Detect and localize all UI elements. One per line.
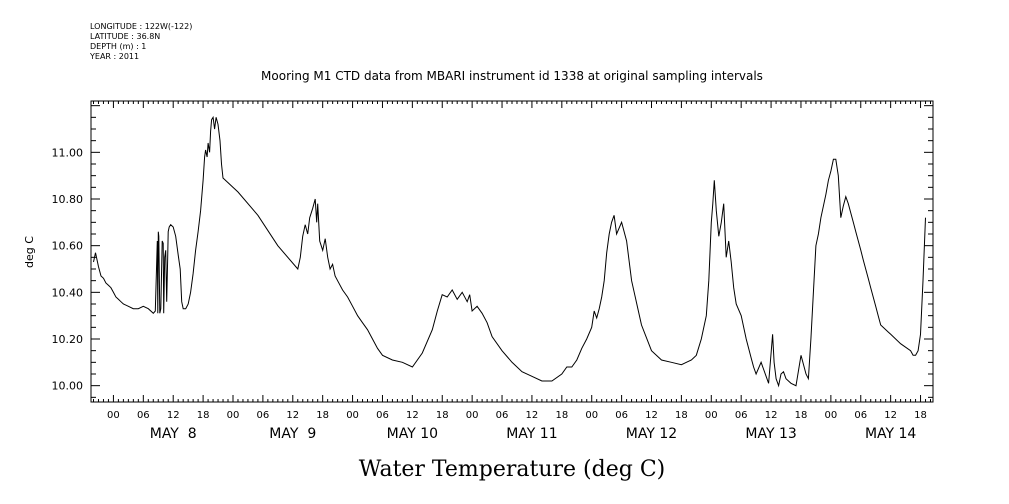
x-tick-label: 06	[137, 410, 150, 421]
x-tick-label: 00	[346, 410, 359, 421]
x-tick-label: 06	[735, 410, 748, 421]
x-tick-label: 00	[705, 410, 718, 421]
day-label: MAY 12	[626, 426, 677, 442]
day-label: MAY 10	[387, 426, 438, 442]
x-tick-label: 18	[197, 410, 210, 421]
year-label: YEAR : 2011	[90, 52, 140, 61]
x-tick-label: 06	[496, 410, 509, 421]
y-tick-label: 10.40	[52, 286, 84, 299]
day-label: MAY 9	[269, 426, 316, 442]
x-tick-label: 00	[107, 410, 120, 421]
x-tick-label: 18	[914, 410, 927, 421]
temperature-series-line	[93, 115, 926, 388]
y-tick-label: 10.60	[52, 240, 84, 253]
y-tick-label: 10.80	[52, 193, 84, 206]
x-tick-label: 18	[436, 410, 449, 421]
x-tick-label: 06	[854, 410, 867, 421]
day-label: MAY 11	[506, 426, 557, 442]
plot-frame	[90, 100, 934, 403]
x-tick-label: 00	[227, 410, 240, 421]
depth-label: DEPTH (m) : 1	[90, 42, 147, 51]
x-tick-label: 12	[884, 410, 897, 421]
x-tick-label: 12	[526, 410, 539, 421]
day-labels: MAY 8 MAY 9 MAY 10 MAY 11 MAY 12 MAY 13 MAY 14	[150, 426, 917, 442]
x-tick-label: 12	[167, 410, 180, 421]
x-tick-label: 00	[585, 410, 598, 421]
x-tick-label: 00	[824, 410, 837, 421]
longitude-label: LONGITUDE : 122W(-122)	[90, 22, 193, 31]
y-tick-label: 10.00	[52, 380, 84, 393]
x-tick-label: 00	[466, 410, 479, 421]
x-tick-label: 18	[555, 410, 568, 421]
x-tick-label: 18	[795, 410, 808, 421]
x-tick-label: 18	[316, 410, 329, 421]
x-tick-label: 06	[376, 410, 389, 421]
x-tick-label: 12	[406, 410, 419, 421]
mooring-metadata: LONGITUDE : 122W(-122) LATITUDE : 36.8N …	[90, 22, 192, 62]
x-axis-label: Water Temperature (deg C)	[359, 457, 666, 482]
y-tick-label: 11.00	[52, 146, 84, 159]
chart-title: Mooring M1 CTD data from MBARI instrumen…	[261, 69, 763, 83]
x-tick-label: 12	[286, 410, 299, 421]
y-tick-labels: 10.00 10.20 10.40 10.60 10.80 11.00	[52, 146, 84, 392]
axis-ticks	[91, 101, 933, 402]
y-axis-label: deg C	[23, 236, 36, 268]
day-label: MAY 14	[865, 426, 916, 442]
x-tick-label: 06	[615, 410, 628, 421]
latitude-label: LATITUDE : 36.8N	[90, 32, 161, 41]
x-tick-label: 18	[675, 410, 688, 421]
x-tick-label: 12	[645, 410, 658, 421]
x-tick-label: 12	[765, 410, 778, 421]
x-tick-label: 06	[257, 410, 270, 421]
day-label: MAY 8	[150, 426, 197, 442]
y-tick-label: 10.20	[52, 333, 84, 346]
day-label: MAY 13	[745, 426, 796, 442]
x-tick-labels: 00 06 12 18 00 06 12 18 00 06 12 18 00 06 12 18 00 06 12 18…	[107, 410, 927, 421]
